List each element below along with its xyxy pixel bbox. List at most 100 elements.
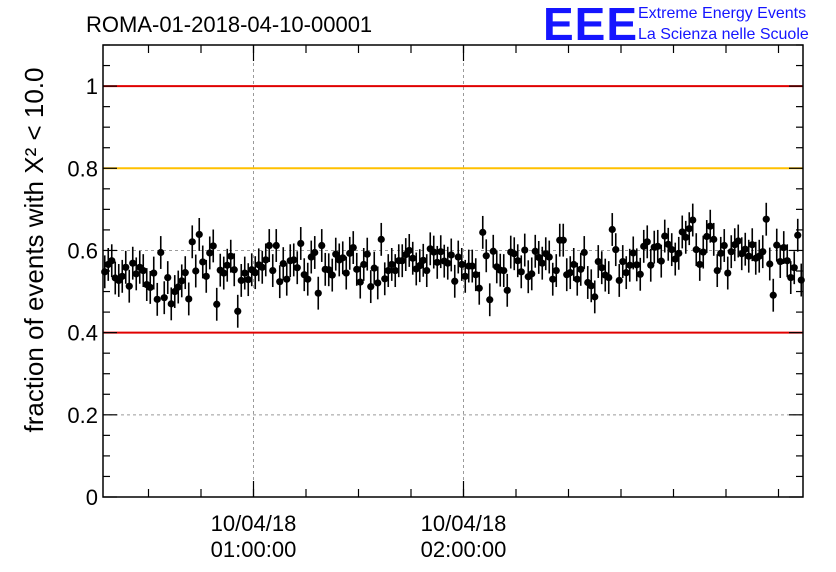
data-point <box>199 258 207 266</box>
data-point <box>559 236 567 244</box>
y-axis-label: fraction of events with X² < 10.0 <box>19 68 49 433</box>
data-point <box>696 260 704 269</box>
data-point <box>657 257 665 265</box>
data-point <box>328 271 336 279</box>
data-point <box>269 266 277 275</box>
data-point <box>129 259 137 267</box>
data-point <box>710 235 718 243</box>
data-point <box>468 262 476 270</box>
data-point <box>297 239 305 248</box>
data-point <box>612 246 620 254</box>
data-point <box>766 260 774 268</box>
data-point <box>661 232 669 240</box>
data-point <box>787 273 795 282</box>
data-point <box>531 247 539 255</box>
data-point <box>773 241 781 249</box>
data-point <box>503 286 511 294</box>
data-point <box>489 247 497 255</box>
x-tick-label-time: 01:00:00 <box>211 537 297 562</box>
data-point <box>794 231 802 239</box>
data-point <box>734 237 742 245</box>
data-point <box>573 275 581 283</box>
data-point <box>703 232 711 241</box>
logo-line-2: La Scienza nelle Scuole <box>638 26 809 43</box>
data-point <box>549 275 557 283</box>
data-point <box>160 294 168 302</box>
data-point <box>265 241 273 250</box>
data-point <box>132 270 140 278</box>
data-point <box>391 266 399 275</box>
data-point <box>552 266 560 275</box>
data-point <box>384 266 392 275</box>
data-point <box>164 273 172 282</box>
data-point <box>790 264 798 272</box>
data-point <box>647 261 655 269</box>
data-point <box>258 263 266 271</box>
data-point <box>538 259 546 267</box>
data-point <box>454 253 462 261</box>
data-point <box>521 246 529 254</box>
data-point <box>234 307 242 315</box>
data-point <box>759 248 767 256</box>
data-point <box>430 248 438 256</box>
data-point <box>262 256 270 264</box>
data-point <box>237 276 245 285</box>
data-point <box>461 272 469 280</box>
logo-line-1: Extreme Energy Events <box>638 5 806 22</box>
data-point <box>185 295 193 303</box>
data-point <box>304 275 312 283</box>
data-point <box>517 268 525 276</box>
data-point <box>776 257 784 266</box>
data-point <box>353 265 361 273</box>
data-point <box>437 248 445 256</box>
data-point <box>367 283 375 291</box>
data-point <box>633 261 641 269</box>
data-point <box>339 254 347 262</box>
data-point <box>220 269 228 277</box>
data-point <box>202 272 210 280</box>
plot-frame <box>102 44 804 498</box>
data-point <box>213 300 221 308</box>
data-point <box>251 269 259 277</box>
data-point <box>514 257 522 265</box>
data-point <box>479 228 487 236</box>
data-point <box>398 257 406 265</box>
x-tick-label-date: 10/04/18 <box>421 511 507 536</box>
data-point <box>591 293 599 301</box>
data-point <box>699 248 707 256</box>
data-point <box>314 289 322 297</box>
data-point <box>486 296 494 304</box>
data-point <box>706 222 714 230</box>
data-point <box>241 269 249 277</box>
y-tick-label: 0.6 <box>67 238 98 263</box>
data-point <box>409 254 417 262</box>
data-point <box>150 269 158 277</box>
data-point <box>692 246 700 254</box>
data-point <box>360 260 368 269</box>
data-point <box>349 243 357 252</box>
data-point <box>192 267 200 275</box>
data-point <box>615 276 623 285</box>
data-point <box>153 295 161 303</box>
data-point <box>528 270 536 278</box>
data-point <box>780 243 788 252</box>
data-point <box>318 241 326 250</box>
data-point <box>174 283 182 291</box>
data-point <box>139 266 147 275</box>
data-point <box>181 269 189 277</box>
data-point <box>769 291 777 299</box>
data-point <box>535 253 543 262</box>
data-point <box>622 269 630 277</box>
data-point <box>605 273 613 282</box>
data-point <box>276 278 284 286</box>
data-point <box>580 248 588 257</box>
data-point <box>423 266 431 275</box>
eee-logo: EEE Extreme Energy Events La Scienza nel… <box>543 0 809 50</box>
y-tick-label: 1 <box>86 74 98 99</box>
data-point <box>188 238 196 246</box>
data-point <box>678 228 686 236</box>
data-point <box>108 257 116 265</box>
data-point <box>223 261 231 269</box>
data-point <box>332 250 340 258</box>
y-tick-label: 0.2 <box>67 403 98 428</box>
